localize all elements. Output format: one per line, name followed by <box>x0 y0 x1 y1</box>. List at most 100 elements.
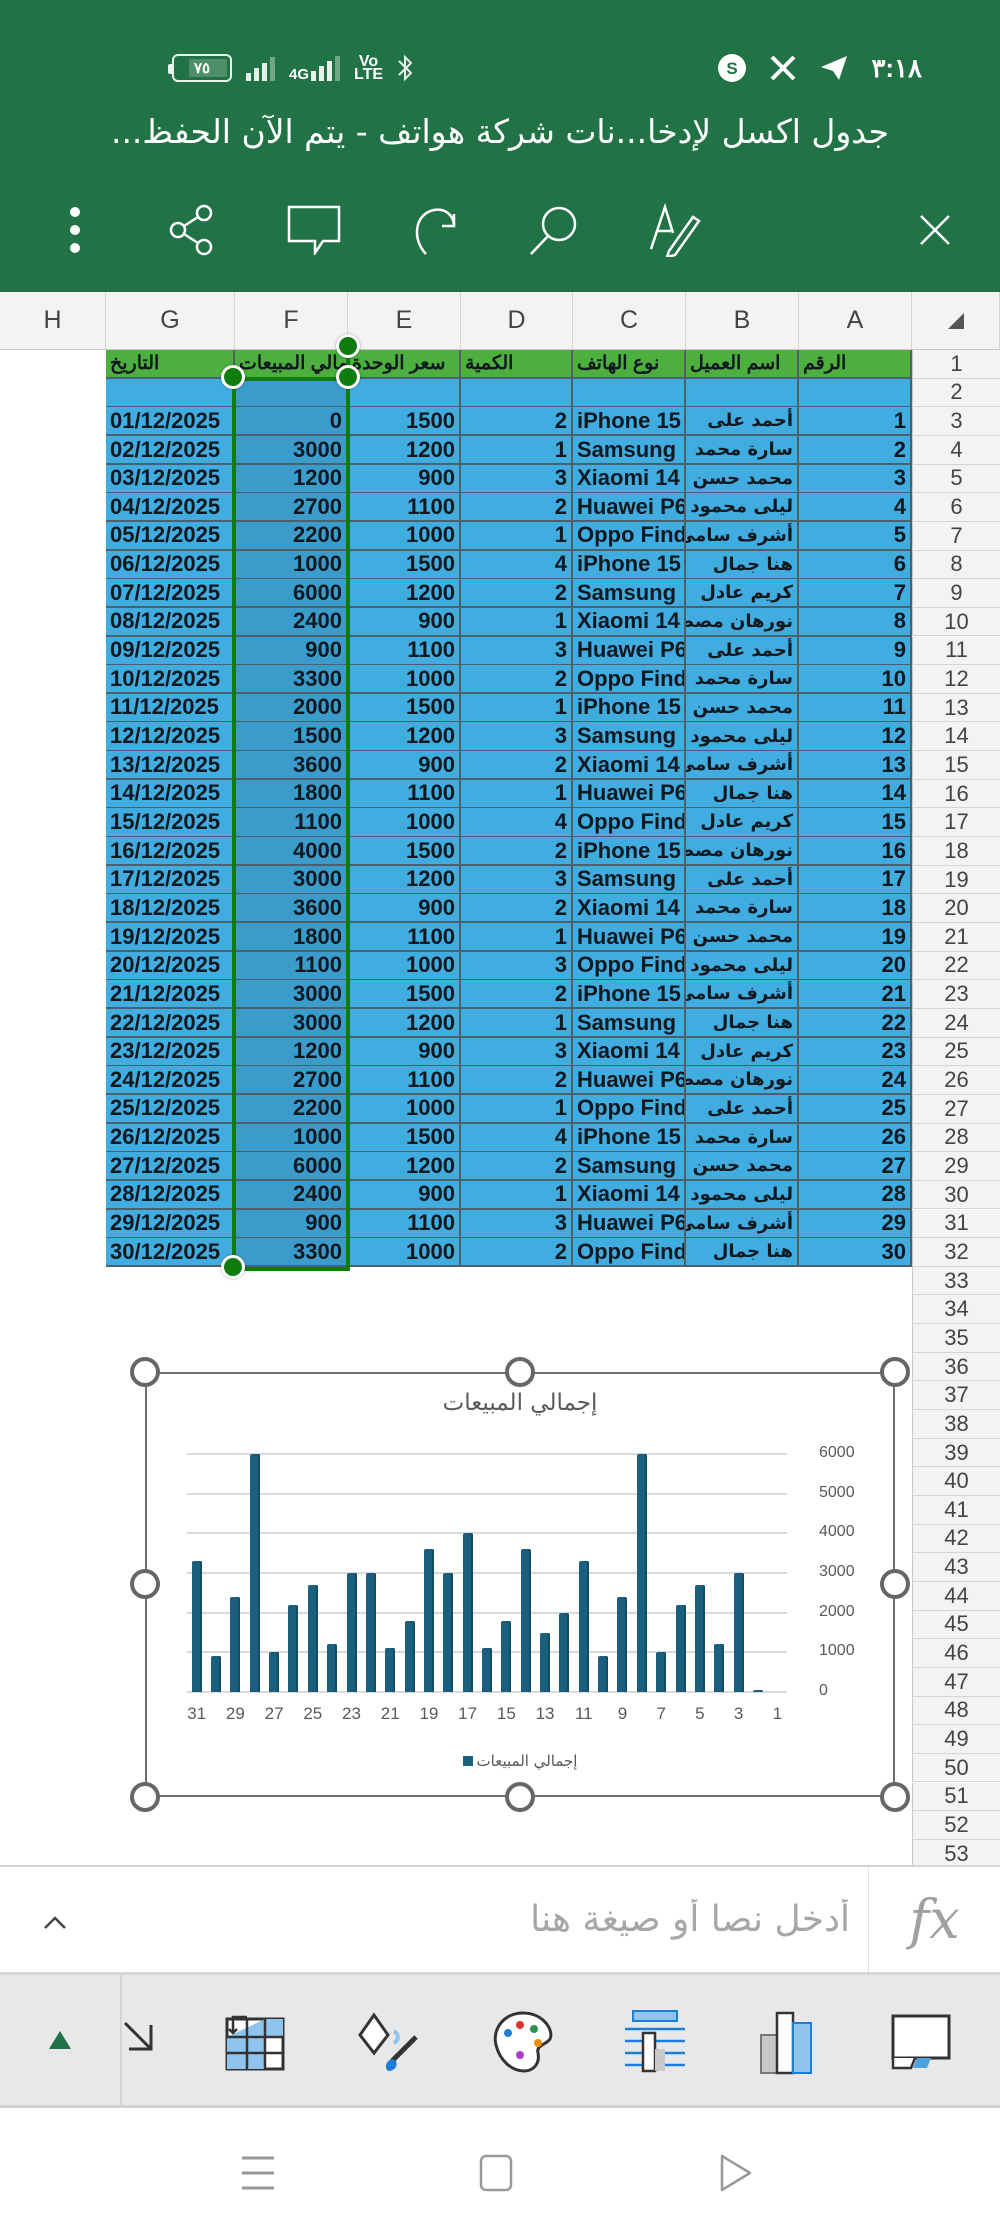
chart-bar[interactable] <box>404 1620 415 1692</box>
cell-total[interactable]: 1800 <box>235 923 348 953</box>
cell-no[interactable]: 21 <box>799 980 912 1010</box>
cell-no[interactable]: 11 <box>799 693 912 723</box>
cell-date[interactable]: 21/12/2025 <box>106 980 235 1010</box>
fx-icon[interactable]: fx <box>868 1867 1000 1972</box>
cell-total[interactable]: 3000 <box>235 435 348 466</box>
cell-date[interactable]: 27/12/2025 <box>106 1152 235 1182</box>
cell-qty[interactable]: 1 <box>461 521 573 552</box>
cell-qty[interactable]: 4 <box>461 808 573 838</box>
cell-price[interactable]: 1100 <box>348 493 461 523</box>
cell-qty[interactable]: 1 <box>461 435 573 466</box>
cell-client[interactable]: هنا جمال <box>686 550 799 580</box>
cell-no[interactable]: 1 <box>799 407 912 437</box>
cell-total[interactable]: 2200 <box>235 1094 348 1125</box>
row-header[interactable]: 33 <box>912 1266 1000 1296</box>
cell-phone[interactable]: Samsung <box>573 579 686 609</box>
cell-client[interactable]: سارة محمد <box>686 665 799 695</box>
cell-no[interactable]: 10 <box>799 665 912 695</box>
cell-price[interactable]: 1100 <box>348 636 461 666</box>
row-header[interactable]: 41 <box>912 1496 1000 1525</box>
cell-e1[interactable]: سعر الوحدة <box>348 350 461 379</box>
cell-client[interactable]: هنا جمال <box>686 1008 799 1039</box>
cell-price[interactable]: 1200 <box>348 722 461 752</box>
cell-total[interactable]: 900 <box>235 636 348 666</box>
selection-handle-top-right[interactable] <box>336 365 360 389</box>
cell-qty[interactable]: 3 <box>461 865 573 895</box>
chart-bar[interactable] <box>288 1604 299 1692</box>
cell-date[interactable]: 04/12/2025 <box>106 493 235 523</box>
cell-date[interactable]: 19/12/2025 <box>106 923 235 953</box>
cell-phone[interactable]: Huawei P6 <box>573 636 686 666</box>
row-header[interactable]: 31 <box>912 1209 1000 1239</box>
chart-handle-top-left[interactable] <box>130 1357 160 1387</box>
row-header[interactable]: 5 <box>912 464 1000 494</box>
cell-no[interactable]: 3 <box>799 464 912 494</box>
cell-price[interactable]: 1000 <box>348 951 461 981</box>
row-header[interactable]: 12 <box>912 665 1000 694</box>
cell-no[interactable]: 14 <box>799 779 912 809</box>
cell-phone[interactable]: Samsung <box>573 865 686 895</box>
cell-date[interactable]: 15/12/2025 <box>106 808 235 838</box>
chart-bar[interactable] <box>443 1573 454 1692</box>
chart-styles-button[interactable] <box>488 2007 558 2077</box>
cell-client[interactable]: نورهان مصطفى <box>686 607 799 637</box>
cell-qty[interactable]: 2 <box>461 1066 573 1096</box>
row-header[interactable]: 25 <box>912 1037 1000 1067</box>
column-header-e[interactable]: E <box>348 292 461 350</box>
cell-client[interactable]: محمد حسن <box>686 1152 799 1182</box>
chart-bar[interactable] <box>617 1596 628 1692</box>
cell-client[interactable]: نورهان مصطفى <box>686 1066 799 1096</box>
cell-qty[interactable]: 1 <box>461 923 573 953</box>
cell-phone[interactable]: Huawei P6 <box>573 1066 686 1096</box>
chart-handle-left[interactable] <box>130 1569 160 1599</box>
cell-a2[interactable] <box>799 379 912 408</box>
cell-total[interactable]: 2000 <box>235 693 348 723</box>
cell-date[interactable]: 01/12/2025 <box>106 407 235 437</box>
chart-bar[interactable] <box>675 1604 686 1692</box>
cell-price[interactable]: 1500 <box>348 550 461 580</box>
cell-qty[interactable]: 1 <box>461 1180 573 1210</box>
cell-phone[interactable]: Huawei P6 <box>573 493 686 523</box>
cell-total[interactable]: 1000 <box>235 1123 348 1153</box>
cell-no[interactable]: 20 <box>799 951 912 981</box>
cell-qty[interactable]: 1 <box>461 1008 573 1039</box>
cell-phone[interactable]: Oppo Find <box>573 1094 686 1125</box>
chart-handle-right[interactable] <box>880 1569 910 1599</box>
cell-qty[interactable]: 1 <box>461 1094 573 1125</box>
cell-price[interactable]: 1500 <box>348 693 461 723</box>
cell-no[interactable]: 15 <box>799 808 912 838</box>
row-header[interactable]: 53 <box>912 1839 1000 1865</box>
row-header[interactable]: 40 <box>912 1467 1000 1496</box>
row-header[interactable]: 3 <box>912 407 1000 436</box>
home-button[interactable] <box>466 2143 526 2203</box>
back-button[interactable] <box>706 2143 766 2203</box>
cell-client[interactable]: هنا جمال <box>686 779 799 809</box>
cell-total[interactable]: 1200 <box>235 464 348 494</box>
cell-a1[interactable]: الرقم <box>799 350 912 379</box>
format-fill-button[interactable] <box>354 2007 424 2077</box>
expand-formula-button[interactable] <box>30 1897 80 1947</box>
cell-qty[interactable]: 1 <box>461 607 573 637</box>
edit-mode-button[interactable] <box>640 195 710 265</box>
cell-price[interactable]: 900 <box>348 1037 461 1067</box>
cell-date[interactable]: 12/12/2025 <box>106 722 235 752</box>
row-header[interactable]: 39 <box>912 1438 1000 1468</box>
row-header[interactable]: 17 <box>912 808 1000 838</box>
cell-no[interactable]: 5 <box>799 521 912 552</box>
row-header[interactable]: 16 <box>912 779 1000 809</box>
cell-qty[interactable]: 1 <box>461 693 573 723</box>
cell-price[interactable]: 900 <box>348 894 461 924</box>
cell-total[interactable]: 3300 <box>235 1238 348 1268</box>
cell-total[interactable]: 3000 <box>235 865 348 895</box>
cell-no[interactable]: 7 <box>799 579 912 609</box>
cell-date[interactable]: 25/12/2025 <box>106 1094 235 1125</box>
cell-date[interactable]: 26/12/2025 <box>106 1123 235 1153</box>
chart-handle-bottom-left[interactable] <box>130 1782 160 1812</box>
cell-client[interactable]: سارة محمد <box>686 1123 799 1153</box>
cell-price[interactable]: 1200 <box>348 865 461 895</box>
chart-bar[interactable] <box>269 1652 280 1692</box>
cell-price[interactable]: 900 <box>348 464 461 494</box>
cell-client[interactable]: كريم عادل <box>686 579 799 609</box>
cell-client[interactable]: محمد حسن <box>686 693 799 723</box>
row-header[interactable]: 27 <box>912 1094 1000 1124</box>
